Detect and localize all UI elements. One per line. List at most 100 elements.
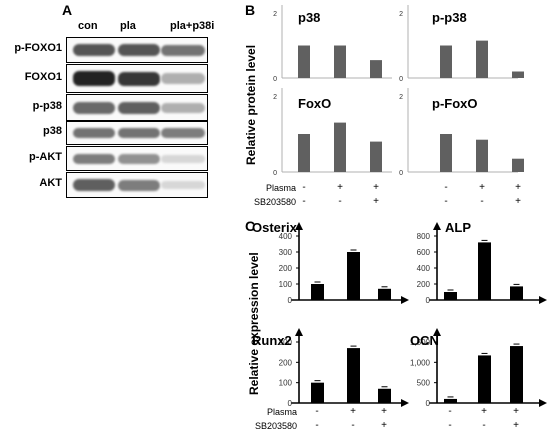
lane-label-2: pla+p38i — [170, 20, 215, 32]
blot-band — [118, 72, 160, 86]
treatment-label: Plasma — [266, 407, 297, 417]
blot-band — [73, 71, 115, 86]
y-tick-label: 0 — [273, 76, 277, 83]
bar — [378, 288, 391, 300]
y-tick-label: 100 — [279, 280, 293, 289]
treatment-sign: + — [373, 182, 379, 193]
bar — [347, 252, 360, 300]
blot-strip — [66, 64, 208, 93]
y-tick-label: 400 — [417, 264, 431, 273]
treatment-sign: - — [448, 420, 452, 431]
y-tick-label: 800 — [417, 232, 431, 241]
treatment-sign: + — [381, 420, 387, 431]
treatment-label: SB203580 — [254, 421, 297, 431]
lane-label-1: pla — [120, 20, 136, 32]
blot-band — [73, 154, 115, 164]
treatment-sign: - — [351, 420, 355, 431]
chart-title: OCN — [410, 333, 439, 348]
y-tick-label: 1,500 — [410, 338, 431, 347]
y-tick-label: 2 — [273, 11, 277, 18]
treatment-sign: + — [350, 406, 356, 417]
bar — [347, 348, 360, 403]
treatment-sign: + — [479, 182, 485, 193]
y-tick-label: 100 — [279, 379, 293, 388]
bar — [510, 346, 523, 403]
chart-title: ALP — [445, 220, 471, 235]
bar — [444, 398, 457, 403]
y-tick-label: 0 — [426, 399, 431, 408]
blot-band — [161, 128, 205, 138]
y-tick-label: 500 — [417, 379, 431, 388]
bar — [476, 40, 488, 78]
blot-band — [118, 102, 160, 114]
bar — [512, 158, 524, 172]
bar — [311, 284, 324, 300]
blot-band — [161, 103, 205, 113]
x-axis-arrow — [539, 399, 547, 407]
y-tick-label: 0 — [426, 296, 431, 305]
blot-band — [73, 179, 115, 191]
blot-row-label: AKT — [39, 177, 62, 189]
x-axis-arrow — [401, 296, 409, 304]
y-tick-label: 0 — [399, 76, 403, 83]
bar — [478, 242, 491, 300]
treatment-sign: - — [302, 182, 306, 193]
bar — [444, 292, 457, 300]
treatment-sign: - — [448, 406, 452, 417]
blot-row-label: p38 — [43, 125, 62, 137]
y-tick-label: 0 — [399, 170, 403, 177]
blot-band — [118, 154, 160, 164]
bar — [370, 141, 382, 172]
y-tick-label: 0 — [288, 399, 293, 408]
blot-strip — [66, 172, 208, 198]
treatment-sign: + — [515, 182, 521, 193]
blot-band — [73, 44, 115, 56]
chart-title: Runx2 — [252, 333, 292, 348]
bar — [334, 45, 346, 78]
blot-band — [161, 181, 205, 189]
y-tick-label: 200 — [417, 280, 431, 289]
y-axis-arrow — [295, 328, 303, 336]
blot-strip — [66, 146, 208, 171]
y-tick-label: 600 — [417, 248, 431, 257]
treatment-sign: - — [444, 196, 448, 207]
bar — [334, 122, 346, 172]
bar — [512, 71, 524, 78]
blot-band — [161, 73, 205, 84]
blot-row-label: FOXO1 — [24, 70, 62, 83]
chart-title: p-p38 — [432, 10, 467, 25]
blot-band — [118, 128, 160, 138]
bar — [476, 139, 488, 172]
y-axis-arrow — [433, 328, 441, 336]
bar — [510, 286, 523, 300]
treatment-sign: - — [315, 420, 319, 431]
blot-band — [161, 155, 205, 163]
chart-title: p-FoxO — [432, 96, 478, 111]
bar — [378, 388, 391, 403]
blot-band — [118, 180, 160, 191]
treatment-sign: - — [444, 182, 448, 193]
treatment-sign: + — [381, 406, 387, 417]
treatment-sign: - — [302, 196, 306, 207]
chart-title: FoxO — [298, 96, 331, 111]
y-tick-label: 200 — [279, 358, 293, 367]
treatment-sign: + — [513, 406, 519, 417]
panel-a-letter: A — [62, 2, 73, 18]
y-tick-label: 2 — [399, 94, 403, 101]
bar — [370, 60, 382, 78]
bar — [298, 134, 310, 172]
y-tick-label: 200 — [279, 264, 293, 273]
bar — [311, 382, 324, 403]
x-axis-arrow — [539, 296, 547, 304]
y-tick-label: 300 — [279, 338, 293, 347]
y-tick-label: 0 — [288, 296, 293, 305]
blot-row-label: p-AKT — [29, 150, 62, 163]
bar — [298, 45, 310, 78]
treatment-sign: - — [338, 196, 342, 207]
bar — [440, 134, 452, 172]
y-tick-label: 2 — [399, 11, 403, 18]
treatment-sign: + — [515, 196, 521, 207]
y-axis-arrow — [295, 222, 303, 230]
blot-band — [161, 45, 205, 56]
